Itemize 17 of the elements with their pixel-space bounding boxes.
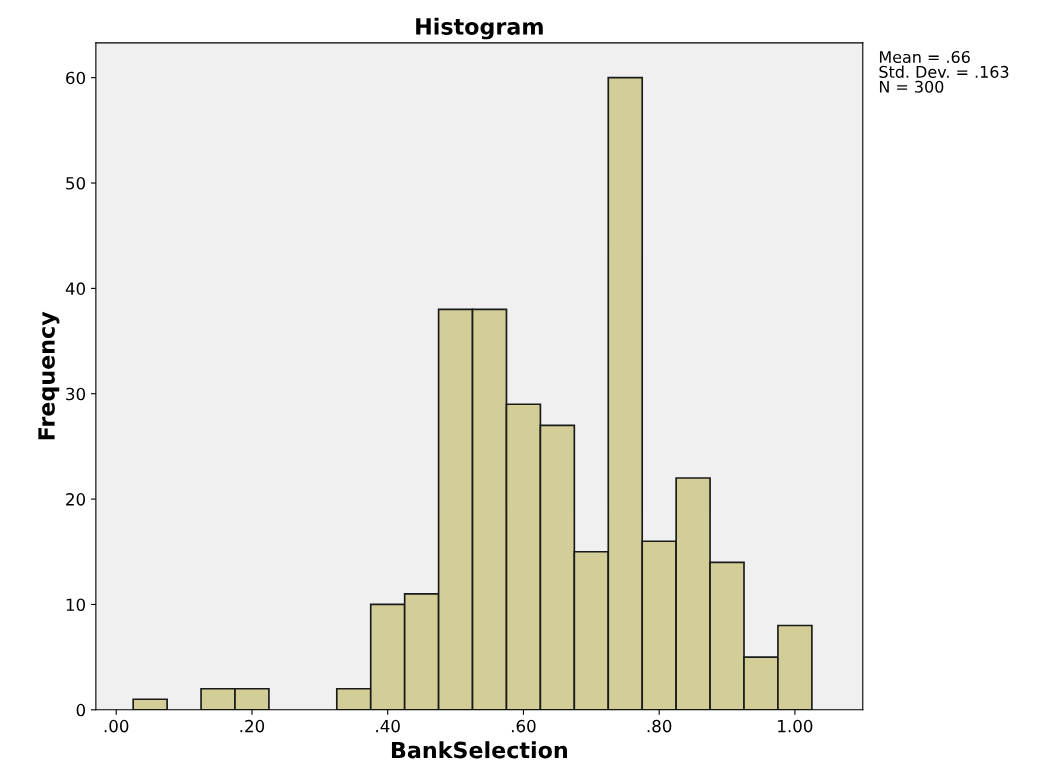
x-tick-label: .20 <box>240 719 265 733</box>
y-tick-label: 0 <box>76 703 86 717</box>
x-tick-label: .00 <box>104 719 129 733</box>
x-tick-label: 1.00 <box>778 719 813 733</box>
y-axis-title: Frequency <box>38 311 60 440</box>
y-tick-label: 20 <box>66 493 86 506</box>
y-tick-label: 60 <box>66 71 86 85</box>
x-axis-title: BankSelection <box>391 741 567 759</box>
y-tick-label: 40 <box>65 282 86 295</box>
chart-title: Histogram <box>416 17 543 40</box>
y-tick-label: 10 <box>66 598 86 612</box>
x-tick-label: .60 <box>511 719 536 733</box>
text: Mean = .66 Std. Dev. = .163 N = 300 <box>879 50 1009 93</box>
y-tick-label: 30 <box>66 387 86 401</box>
x-tick-label: .40 <box>376 719 400 733</box>
x-tick-label: .80 <box>647 719 672 733</box>
y-tick-label: 50 <box>66 176 86 190</box>
